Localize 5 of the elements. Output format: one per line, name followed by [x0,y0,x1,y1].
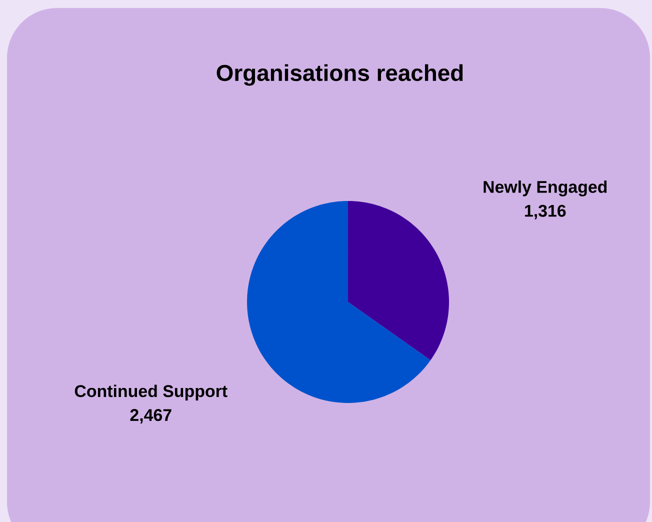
chart-title: Organisations reached [216,64,463,86]
slice-label: Continued Support [74,384,228,400]
slice-label: Newly Engaged [484,180,607,196]
data-label: 1,316 [525,204,566,220]
data-label: 2,467 [130,409,172,424]
